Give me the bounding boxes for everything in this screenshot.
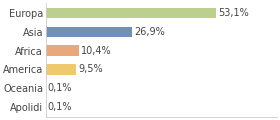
Text: 0,1%: 0,1% bbox=[48, 83, 72, 93]
Text: 53,1%: 53,1% bbox=[218, 8, 249, 18]
Text: 9,5%: 9,5% bbox=[78, 64, 102, 74]
Text: 10,4%: 10,4% bbox=[81, 46, 111, 56]
Bar bbox=[46, 64, 76, 75]
Bar bbox=[46, 27, 132, 37]
Text: 0,1%: 0,1% bbox=[48, 102, 72, 112]
Bar bbox=[46, 8, 216, 18]
Bar bbox=[46, 45, 79, 56]
Text: 26,9%: 26,9% bbox=[134, 27, 165, 37]
